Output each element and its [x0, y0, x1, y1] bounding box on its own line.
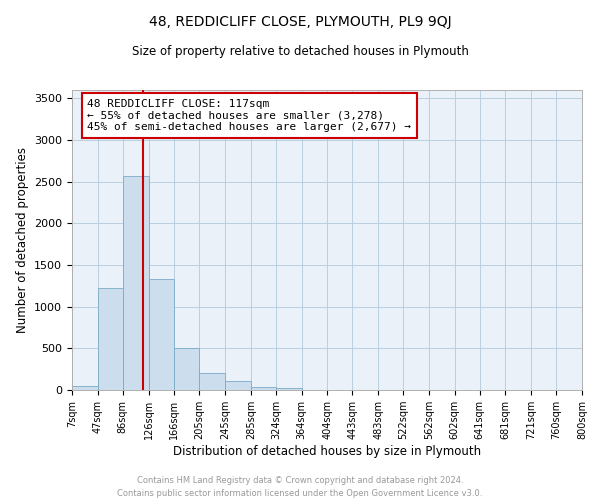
Text: Size of property relative to detached houses in Plymouth: Size of property relative to detached ho… — [131, 45, 469, 58]
Bar — [225, 381, 251, 390]
Bar — [174, 348, 199, 390]
Bar — [251, 386, 276, 390]
Bar — [72, 386, 98, 390]
X-axis label: Distribution of detached houses by size in Plymouth: Distribution of detached houses by size … — [173, 445, 481, 458]
Text: 48 REDDICLIFF CLOSE: 117sqm
← 55% of detached houses are smaller (3,278)
45% of : 48 REDDICLIFF CLOSE: 117sqm ← 55% of det… — [88, 99, 412, 132]
Bar — [276, 388, 302, 390]
Text: Contains HM Land Registry data © Crown copyright and database right 2024.
Contai: Contains HM Land Registry data © Crown c… — [118, 476, 482, 498]
Y-axis label: Number of detached properties: Number of detached properties — [16, 147, 29, 333]
Text: 48, REDDICLIFF CLOSE, PLYMOUTH, PL9 9QJ: 48, REDDICLIFF CLOSE, PLYMOUTH, PL9 9QJ — [149, 15, 451, 29]
Bar — [199, 374, 225, 390]
Bar — [98, 288, 123, 390]
Bar — [123, 176, 149, 390]
Bar — [149, 279, 174, 390]
